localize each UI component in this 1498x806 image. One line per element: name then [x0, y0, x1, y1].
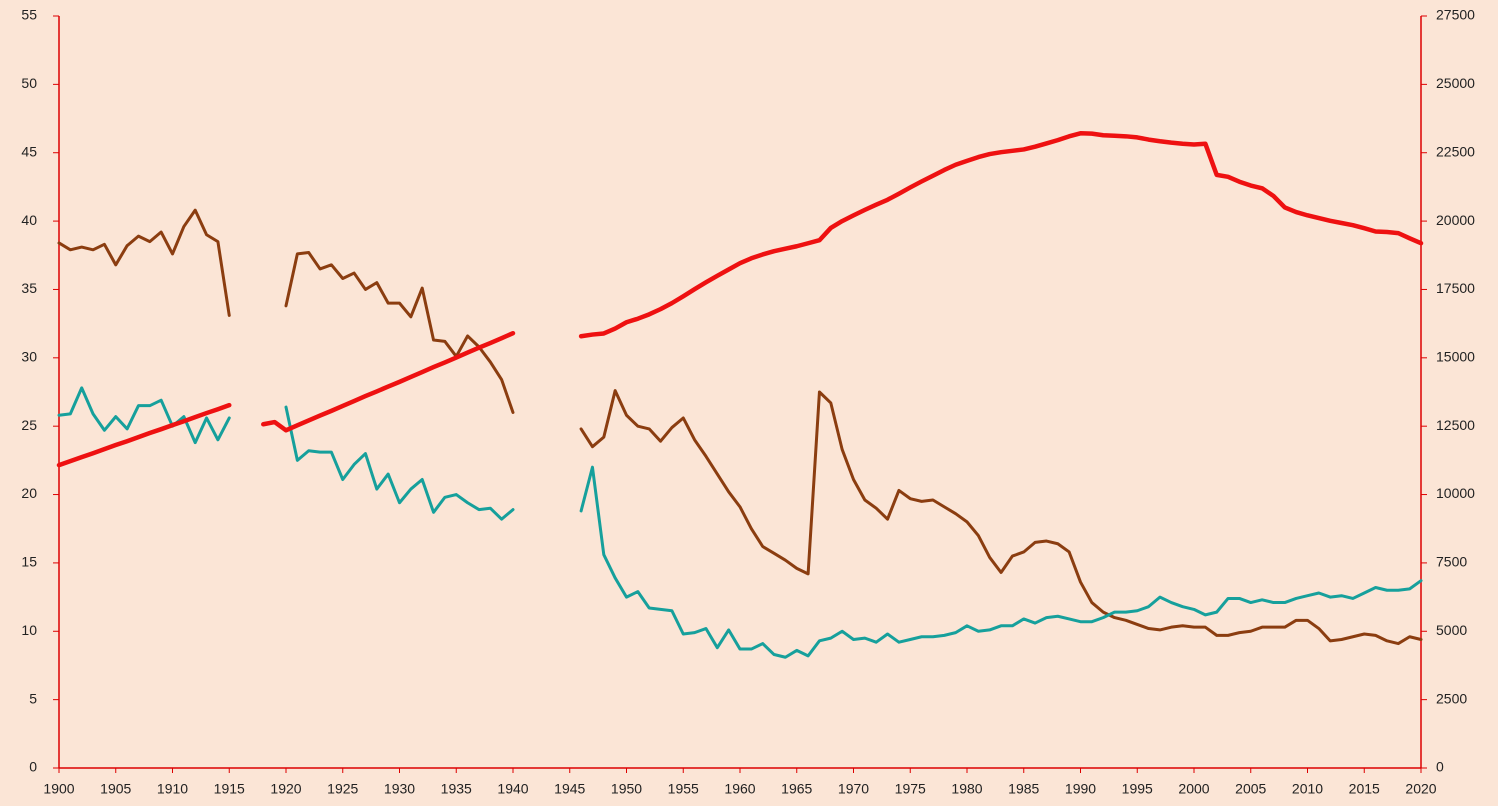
- y-tick-label: 0: [29, 759, 37, 775]
- x-tick-label: 2005: [1235, 781, 1266, 797]
- x-tick-label: 2010: [1292, 781, 1323, 797]
- x-tick-label: 1910: [157, 781, 188, 797]
- y-tick-label: 10: [21, 622, 37, 638]
- y-tick-label: 55: [21, 7, 37, 23]
- x-tick-label: 1955: [668, 781, 699, 797]
- x-tick-label: 1900: [43, 781, 74, 797]
- y-tick-label: 30: [21, 349, 37, 365]
- series-line: [56, 131, 1424, 468]
- x-tick-label: 1995: [1122, 781, 1153, 797]
- x-tick-label: 1975: [895, 781, 926, 797]
- x-tick-label: 1990: [1065, 781, 1096, 797]
- x-tick-label: 1950: [611, 781, 642, 797]
- x-tick-label: 1905: [100, 781, 131, 797]
- x-tick-label: 1985: [1008, 781, 1039, 797]
- x-tick-label: 2000: [1178, 781, 1209, 797]
- y2-tick-label: 5000: [1436, 622, 1467, 638]
- y-tick-label: 35: [21, 280, 37, 296]
- y-tick-label: 15: [21, 554, 37, 570]
- y2-tick-label: 22500: [1436, 143, 1475, 159]
- y-tick-label: 5: [29, 690, 37, 706]
- x-tick-label: 2015: [1349, 781, 1380, 797]
- y2-tick-label: 0: [1436, 759, 1444, 775]
- y-tick-label: 40: [21, 212, 37, 228]
- x-tick-label: 1935: [441, 781, 472, 797]
- y-tick-label: 45: [21, 143, 37, 159]
- y-tick-label: 20: [21, 485, 37, 501]
- y-tick-label: 25: [21, 417, 37, 433]
- x-tick-label: 1930: [384, 781, 415, 797]
- y2-tick-label: 17500: [1436, 280, 1475, 296]
- y2-tick-label: 20000: [1436, 212, 1475, 228]
- y2-tick-label: 15000: [1436, 349, 1475, 365]
- x-tick-label: 1960: [724, 781, 755, 797]
- y2-tick-label: 12500: [1436, 417, 1475, 433]
- y-tick-label: 50: [21, 75, 37, 91]
- y2-tick-label: 2500: [1436, 690, 1467, 706]
- y2-tick-label: 10000: [1436, 485, 1475, 501]
- x-tick-label: 1965: [781, 781, 812, 797]
- series-line: [57, 208, 1423, 646]
- x-tick-label: 1945: [554, 781, 585, 797]
- x-tick-label: 1915: [214, 781, 245, 797]
- x-tick-label: 1940: [497, 781, 528, 797]
- x-tick-label: 1925: [327, 781, 358, 797]
- x-tick-label: 1970: [838, 781, 869, 797]
- x-tick-label: 1980: [951, 781, 982, 797]
- y2-tick-label: 27500: [1436, 7, 1475, 23]
- x-tick-label: 2020: [1405, 781, 1436, 797]
- series-line: [57, 386, 1423, 659]
- y2-tick-label: 25000: [1436, 75, 1475, 91]
- y2-tick-label: 7500: [1436, 554, 1467, 570]
- x-tick-label: 1920: [270, 781, 301, 797]
